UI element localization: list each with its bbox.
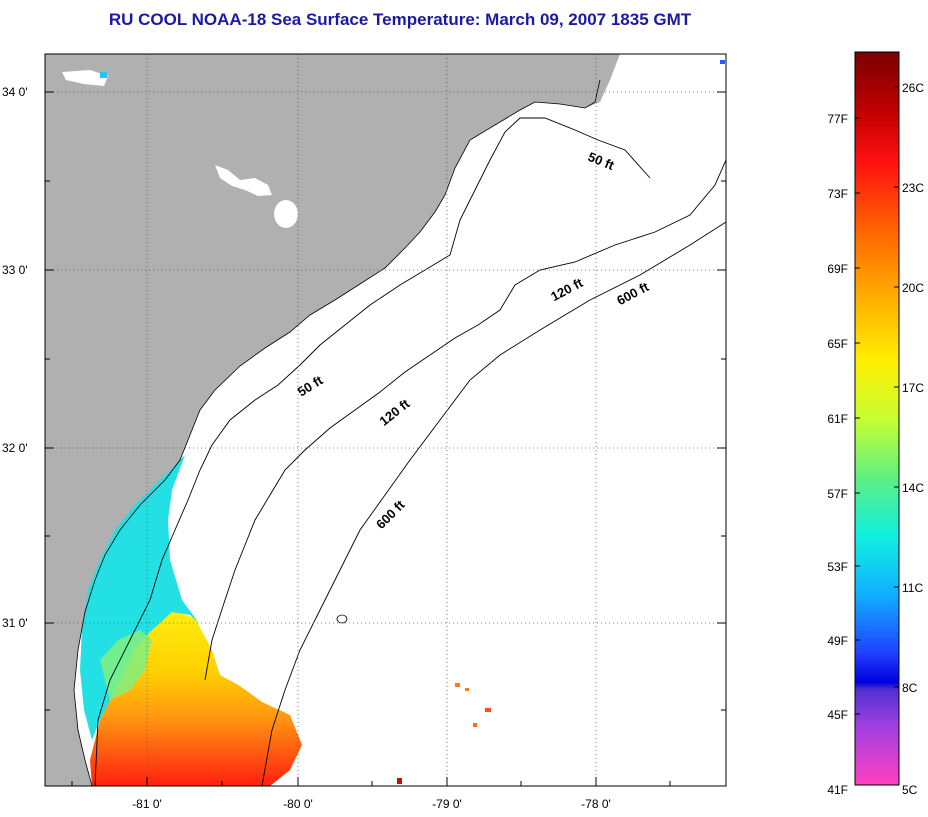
latitude-labels: 34 0' 33 0' 32 0' 31 0' [2,85,28,630]
depth-contour-50ft [94,117,651,786]
lon-label: -80 0' [283,797,313,811]
lon-label: -79 0' [432,797,462,811]
colorbar-c-label: 26C [902,81,924,95]
coastline [73,79,601,786]
sst-pixel [100,72,107,78]
colorbar-c-label: 11C [902,581,923,595]
colorbar-f-label: 57F [827,487,848,501]
colorbar-f-label: 49F [827,634,848,648]
lat-label: 33 0' [2,263,28,277]
colorbar-c-label: 8C [902,681,918,695]
map-frame [44,53,727,787]
lake [274,200,298,228]
depth-contour-120ft [204,159,726,681]
colorbar-f-label: 45F [827,708,848,722]
sst-pixel [397,778,402,784]
colorbar-f-labels: 77F 73F 69F 65F 61F 57F 53F 49F 45F 41F [827,112,848,797]
colorbar-c-label: 5C [902,783,918,797]
sst-pixel [485,708,491,712]
lake [62,70,108,86]
lat-label: 31 0' [2,616,28,630]
longitude-labels: -81 0' -80 0' -79 0' -78 0' [132,797,611,811]
land-mass [45,54,620,786]
colorbar-f-label: 73F [827,187,848,201]
colorbar-f-label: 53F [827,560,848,574]
map-title: RU COOL NOAA-18 Sea Surface Temperature:… [108,10,692,29]
sst-mid-region [100,630,152,700]
sst-pixel [473,723,477,727]
lon-label: -78 0' [581,797,611,811]
lon-label: -81 0' [132,797,162,811]
colorbar-ticks [855,86,899,715]
grid-lines [45,54,726,786]
lat-label: 34 0' [2,85,28,99]
colorbar [854,51,900,786]
colorbar-c-label: 14C [902,481,924,495]
map-area: 50 ft 50 ft 120 ft 120 ft 600 ft 600 ft [45,54,726,786]
sst-pixel [455,683,460,687]
colorbar-f-label: 65F [827,337,848,351]
colorbar-c-label: 23C [902,181,924,195]
axis-ticks [45,91,726,786]
colorbar-f-label: 69F [827,262,848,276]
colorbar-f-label: 77F [827,112,848,126]
lake [215,165,272,196]
colorbar-c-label: 20C [902,281,924,295]
sst-pixel [465,688,469,691]
colorbar-f-label: 61F [827,412,848,426]
depth-contour-600ft [261,221,726,786]
lat-label: 32 0' [2,441,28,455]
colorbar-c-labels: 26C 23C 20C 17C 14C 11C 8C 5C [902,81,924,797]
colorbar-c-label: 17C [902,381,924,395]
colorbar-f-label: 41F [827,783,848,797]
sst-pixel [720,60,725,64]
